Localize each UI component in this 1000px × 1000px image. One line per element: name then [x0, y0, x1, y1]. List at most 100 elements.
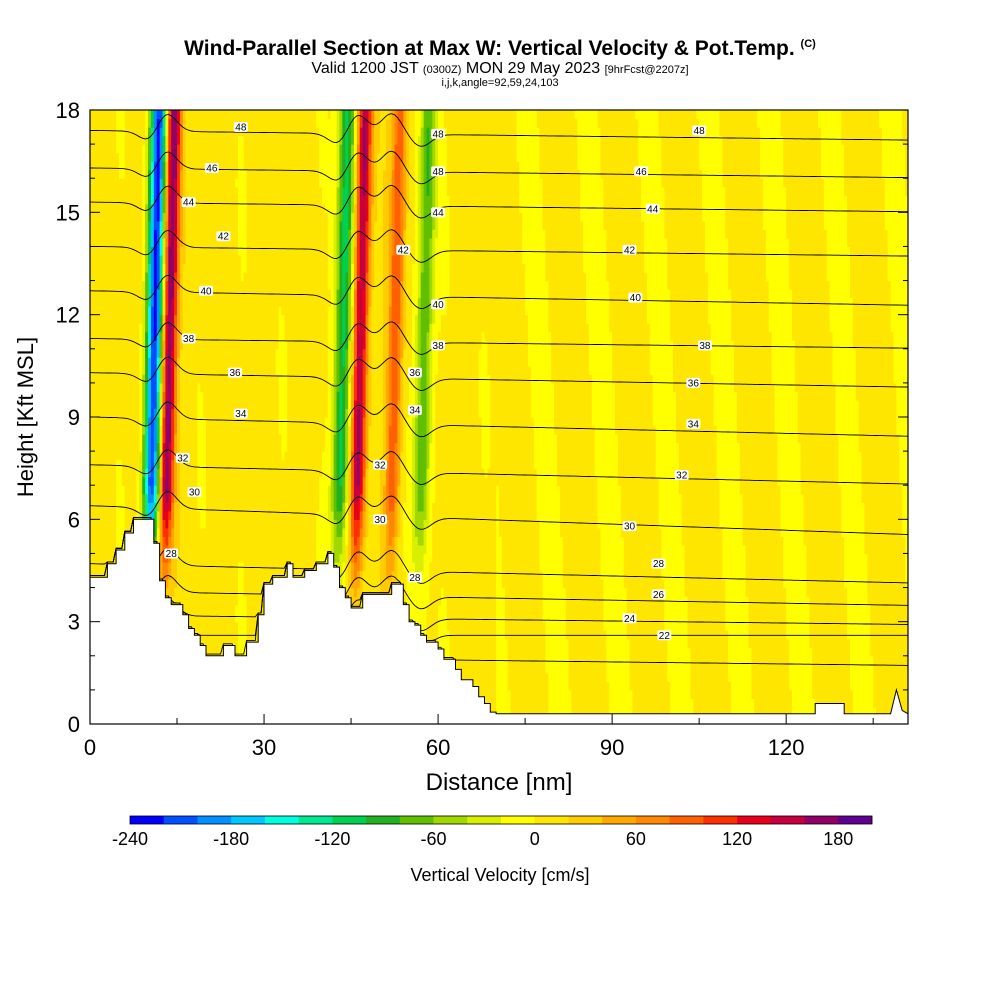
velocity-cell — [153, 485, 158, 495]
velocity-cell — [101, 425, 106, 435]
velocity-cell — [156, 527, 161, 537]
velocity-cell — [165, 459, 169, 469]
velocity-cell — [150, 434, 155, 444]
velocity-cell — [90, 374, 94, 384]
velocity-cell — [113, 468, 117, 478]
velocity-cell — [127, 357, 132, 367]
velocity-cell — [110, 212, 114, 222]
velocity-cell — [130, 127, 135, 137]
velocity-cell — [101, 212, 106, 222]
velocity-cell — [124, 272, 129, 282]
velocity-cell — [139, 195, 143, 205]
velocity-cell — [150, 272, 155, 282]
velocity-cell — [110, 399, 114, 410]
velocity-cell — [165, 186, 169, 196]
velocity-cell — [148, 229, 152, 239]
velocity-cell — [162, 127, 167, 137]
velocity-cell — [136, 331, 140, 341]
velocity-cell — [142, 314, 146, 324]
velocity-cell — [110, 425, 114, 435]
velocity-cell — [133, 263, 138, 273]
velocity-cell — [127, 417, 132, 427]
velocity-cell — [168, 536, 172, 546]
velocity-cell — [92, 306, 97, 316]
velocity-cell — [124, 169, 129, 179]
velocity-cell — [98, 314, 103, 324]
velocity-cell — [121, 195, 126, 205]
velocity-cell — [148, 280, 152, 290]
velocity-cell — [168, 570, 172, 580]
velocity-cell — [90, 544, 94, 555]
velocity-cell — [90, 340, 94, 350]
velocity-cell — [139, 323, 143, 333]
velocity-cell — [121, 135, 126, 145]
velocity-cell — [168, 451, 172, 461]
velocity-cell — [95, 254, 100, 265]
velocity-cell — [121, 237, 126, 248]
velocity-cell — [136, 340, 140, 350]
velocity-cell — [159, 212, 164, 222]
velocity-cell — [165, 263, 169, 273]
velocity-cell — [171, 579, 175, 589]
velocity-cell — [139, 425, 143, 435]
velocity-cell — [171, 425, 175, 435]
velocity-cell — [159, 519, 164, 529]
velocity-cell — [165, 417, 169, 427]
velocity-cell — [113, 340, 117, 350]
velocity-cell — [133, 510, 138, 520]
velocity-cell — [139, 434, 143, 444]
velocity-cell — [171, 178, 175, 188]
velocity-cell — [171, 374, 175, 384]
velocity-cell — [95, 408, 100, 418]
velocity-cell — [90, 425, 94, 435]
velocity-cell — [162, 237, 167, 248]
velocity-cell — [133, 152, 138, 162]
velocity-cell — [116, 357, 120, 367]
velocity-cell — [95, 519, 100, 529]
velocity-cell — [98, 468, 103, 478]
velocity-cell — [159, 127, 164, 137]
velocity-cell — [90, 502, 94, 512]
velocity-cell — [116, 468, 120, 478]
velocity-cell — [142, 340, 146, 350]
chart-title: Wind-Parallel Section at Max W: Vertical… — [0, 37, 1000, 61]
velocity-cell — [130, 246, 135, 256]
velocity-cell — [150, 178, 155, 188]
velocity-cell — [104, 434, 108, 444]
velocity-cell — [168, 297, 172, 307]
velocity-cell — [124, 331, 129, 341]
velocity-cell — [136, 280, 140, 290]
velocity-cell — [95, 289, 100, 299]
velocity-cell — [145, 451, 149, 461]
velocity-cell — [145, 127, 149, 137]
velocity-cell — [153, 186, 158, 196]
velocity-cell — [142, 451, 146, 461]
velocity-cell — [113, 553, 117, 563]
velocity-cell — [130, 186, 135, 196]
velocity-cell — [165, 425, 169, 435]
velocity-cell — [145, 348, 149, 358]
velocity-cell — [107, 118, 111, 128]
velocity-cell — [98, 161, 103, 171]
velocity-cell — [174, 118, 178, 128]
velocity-cell — [107, 527, 111, 537]
velocity-cell — [148, 510, 152, 520]
velocity-cell — [162, 178, 167, 188]
velocity-cell — [119, 229, 123, 239]
velocity-cell — [110, 297, 114, 307]
velocity-cell — [107, 186, 111, 196]
chart-title-text: Wind-Parallel Section at Max W: Vertical… — [184, 37, 795, 60]
velocity-cell — [136, 152, 140, 162]
velocity-cell — [127, 263, 132, 273]
velocity-cell — [150, 399, 155, 410]
velocity-cell — [142, 357, 146, 367]
velocity-cell — [110, 229, 114, 239]
velocity-cell — [127, 212, 132, 222]
velocity-cell — [113, 348, 117, 358]
velocity-cell — [127, 246, 132, 256]
velocity-cell — [168, 417, 172, 427]
velocity-cell — [116, 417, 120, 427]
velocity-cell — [98, 374, 103, 384]
velocity-cell — [162, 544, 167, 555]
velocity-cell — [119, 118, 123, 128]
